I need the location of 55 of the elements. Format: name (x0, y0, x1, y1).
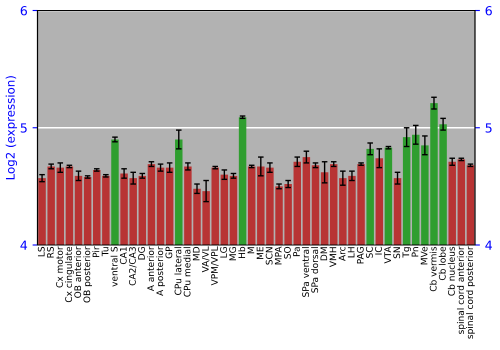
x-tick-label: Hb (238, 246, 246, 258)
x-tick-label: MPA (274, 246, 282, 264)
x-tick-label: MD (192, 246, 200, 260)
x-tick-label: CA2/CA3 (128, 247, 137, 286)
x-tick-label: MVe (420, 246, 428, 264)
x-tick-label: DG (138, 247, 145, 260)
y-tick-label: 6 (20, 6, 27, 16)
x-tick-label: Tg (402, 247, 412, 258)
x-tick-label: Pir (92, 246, 100, 257)
x-tick-label: Arc (338, 246, 346, 261)
x-tick-label: LG (220, 247, 227, 258)
x-tick-label: SN (393, 247, 400, 258)
x-tick-label: CPu medial (184, 247, 191, 297)
x-tick-label: Cb vermis (430, 246, 437, 292)
x-tick-label: PAG (356, 247, 364, 264)
x-tick-label: VTA (384, 246, 391, 264)
x-tick-label: A anterior (147, 246, 154, 292)
x-tick-label: ventral S (110, 246, 118, 287)
x-tick-label: spinal cord posterior (466, 246, 475, 339)
x-tick-label: GP (165, 246, 172, 258)
y-tick-label: 5 (20, 123, 27, 133)
x-tick-label: SO (284, 246, 291, 259)
x-tick-label: Cb nucleus (448, 246, 455, 296)
y2-tick-label: 5 (486, 123, 492, 133)
x-tick-label: A posterior (156, 246, 165, 296)
x-tick-label: OB posterior (83, 246, 92, 303)
x-tick-label: SPa ventral (302, 247, 309, 297)
x-tick-label: LH (348, 247, 354, 258)
x-tick-label: DM (320, 247, 328, 260)
y-axis-title: Log2 (expression) (6, 76, 18, 180)
x-tick-label: spinal cord anterior (456, 246, 466, 334)
x-tick-label: LS (38, 246, 45, 256)
x-tick-label: Cx motor (56, 246, 63, 288)
x-tick-label: CA1 (120, 247, 127, 264)
x-tick-label: VA/VL (202, 246, 210, 272)
x-tick-label: VPM/VPL (211, 246, 219, 286)
x-tick-label: Cb lobe (438, 246, 446, 280)
x-tick-label: SPa dorsal (311, 247, 318, 293)
x-tick-label: RS (46, 246, 54, 258)
x-tick-label: VMH (330, 247, 336, 268)
y-tick-label: 4 (20, 240, 28, 250)
x-tick-label: M (248, 247, 254, 254)
x-tick-label: IC (375, 246, 382, 254)
x-tick-label: Pn (412, 247, 418, 257)
x-tick-label: OB anterior (74, 246, 82, 298)
x-tick-label: SCN (266, 247, 273, 265)
x-tick-label: Pa (293, 247, 300, 256)
y2-tick-label: 4 (485, 240, 492, 250)
x-tick-label: MG (229, 247, 236, 260)
x-tick-label: SC (366, 246, 373, 258)
x-tick-label: ME (256, 246, 264, 259)
x-tick-label: CPu lateral (174, 247, 182, 295)
x-tick-label: Cx cingulate (65, 246, 74, 302)
y2-tick-label: 6 (486, 6, 492, 16)
x-tick-label: Tu (102, 247, 108, 256)
